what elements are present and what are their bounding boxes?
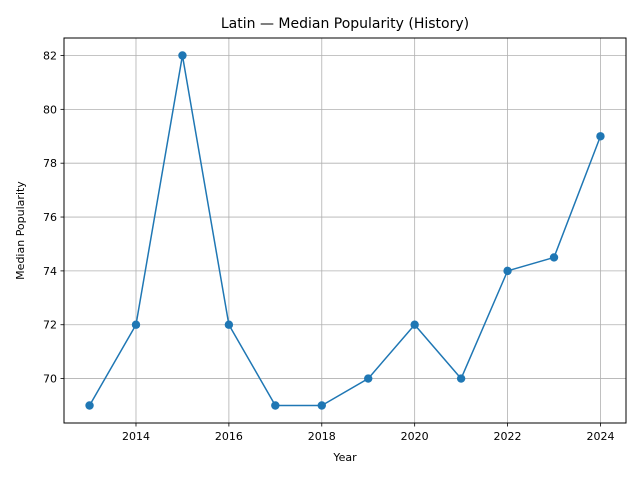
y-tick-label: 82	[43, 50, 57, 63]
plot-area-frame	[63, 37, 627, 424]
chart-title: Latin — Median Popularity (History)	[221, 16, 469, 32]
y-tick-label: 78	[43, 157, 57, 170]
data-point	[503, 266, 512, 276]
x-tick-label: 2024	[586, 430, 614, 443]
data-point	[131, 320, 141, 329]
y-axis-ticks: 70 72 74 76 78 80 82	[43, 50, 64, 386]
x-tick-label: 2022	[494, 430, 522, 443]
x-tick-label: 2018	[308, 430, 336, 443]
y-tick-label: 76	[43, 211, 57, 224]
data-point	[410, 320, 419, 329]
y-tick-label: 72	[43, 319, 57, 332]
y-tick-label: 74	[43, 265, 57, 278]
x-tick-label: 2020	[401, 430, 429, 443]
data-point	[317, 401, 326, 410]
data-point	[85, 401, 94, 410]
data-point	[178, 51, 187, 60]
data-point	[456, 374, 466, 383]
x-axis-label: Year	[332, 451, 357, 464]
data-point	[224, 320, 234, 329]
y-axis-label: Median Popularity	[14, 181, 27, 280]
y-tick-label: 70	[43, 373, 57, 386]
series-line	[88, 54, 602, 407]
x-axis-ticks: 2014 2016 2018 2020 2022 2024	[122, 423, 614, 443]
y-tick-label: 80	[43, 103, 57, 116]
data-point	[364, 374, 373, 383]
x-tick-label: 2016	[215, 430, 243, 443]
data-point	[549, 253, 559, 262]
series	[85, 51, 605, 410]
grid	[64, 38, 626, 423]
x-tick-label: 2014	[122, 430, 150, 443]
data-point	[271, 401, 280, 410]
data-point	[596, 132, 605, 141]
